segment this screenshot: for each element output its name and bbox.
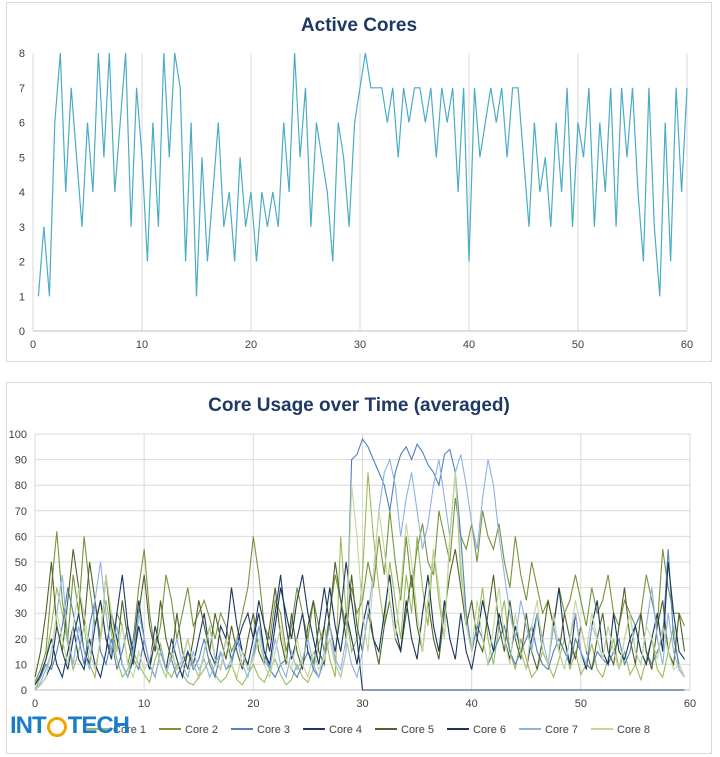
chart-title-active-cores: Active Cores xyxy=(300,15,418,36)
y-tick-label: 20 xyxy=(15,634,27,646)
y-tick-label: 10 xyxy=(15,659,27,671)
core-usage-plot: 0 10 20 30 40 50 60 0 10 20 30 40 50 60 70 80 90 100 Core … xyxy=(9,429,696,736)
legend-label: Core 8 xyxy=(617,724,650,736)
x-tick-label: 20 xyxy=(245,339,257,351)
x-tick-label: 10 xyxy=(138,698,150,710)
series-line-core-8 xyxy=(34,472,686,691)
logo-text-left: INT xyxy=(10,712,47,739)
x-tick-label: 50 xyxy=(575,698,587,710)
logo-circle-icon xyxy=(46,716,67,737)
y-tick-label: 5 xyxy=(19,152,25,164)
y-tick-label: 70 xyxy=(15,506,27,518)
series-line-core-5 xyxy=(34,549,686,678)
logo-text-right: TECH xyxy=(67,712,130,739)
y-tick-label: 80 xyxy=(15,480,27,492)
y-tick-label: 0 xyxy=(21,685,27,697)
legend-label: Core 2 xyxy=(185,724,218,736)
y-tick-label: 90 xyxy=(15,455,27,467)
x-tick-label: 0 xyxy=(30,339,36,351)
x-tick-label: 20 xyxy=(247,698,259,710)
legend-label: Core 3 xyxy=(257,724,290,736)
y-tick-label: 3 xyxy=(19,222,25,234)
legend-label: Core 7 xyxy=(545,724,578,736)
x-tick-label: 0 xyxy=(32,698,38,710)
series-line-active-cores xyxy=(37,52,688,297)
y-tick-label: 6 xyxy=(19,118,25,130)
x-tick-label: 60 xyxy=(681,339,693,351)
y-tick-label: 2 xyxy=(19,257,25,269)
x-tick-label: 60 xyxy=(684,698,696,710)
y-tick-label: 7 xyxy=(19,83,25,95)
y-tick-label: 100 xyxy=(9,429,27,441)
x-tick-label: 30 xyxy=(354,339,366,351)
y-tick-label: 1 xyxy=(19,291,25,303)
active-cores-plot: 0 10 20 30 40 50 60 0 1 2 3 4 5 6 7 8 xyxy=(19,48,693,351)
x-tick-label: 40 xyxy=(466,698,478,710)
y-tick-label: 0 xyxy=(19,326,25,338)
legend-label: Core 5 xyxy=(401,724,434,736)
x-tick-label: 30 xyxy=(356,698,368,710)
legend-label: Core 4 xyxy=(329,724,362,736)
y-tick-label: 4 xyxy=(19,187,25,199)
y-tick-label: 30 xyxy=(15,608,27,620)
y-tick-label: 40 xyxy=(15,583,27,595)
x-tick-label: 40 xyxy=(463,339,475,351)
legend-label: Core 1 xyxy=(113,724,146,736)
legend-label: Core 6 xyxy=(473,724,506,736)
chart-title-core-usage: Core Usage over Time (averaged) xyxy=(208,395,510,416)
active-cores-chart: Active Cores 0 10 20 30 40 50 60 0 1 2 3 4 5 6 7 8 xyxy=(6,2,712,362)
series-line-core-3 xyxy=(34,437,686,686)
y-tick-label: 60 xyxy=(15,531,27,543)
core-usage-chart: Core Usage over Time (averaged) 0 10 20 30 4… xyxy=(6,382,712,754)
x-tick-label: 10 xyxy=(136,339,148,351)
series-line-core-7 xyxy=(34,454,685,691)
x-tick-label: 50 xyxy=(572,339,584,351)
legend: Core 1 Core 2 Core 3 Core 4 Core 5 Core 6 Core… xyxy=(87,724,650,736)
y-tick-label: 8 xyxy=(19,48,25,60)
inttech-logo: INT TECH xyxy=(10,712,130,740)
y-tick-label: 50 xyxy=(15,557,27,569)
series-line-core-2 xyxy=(34,497,686,683)
